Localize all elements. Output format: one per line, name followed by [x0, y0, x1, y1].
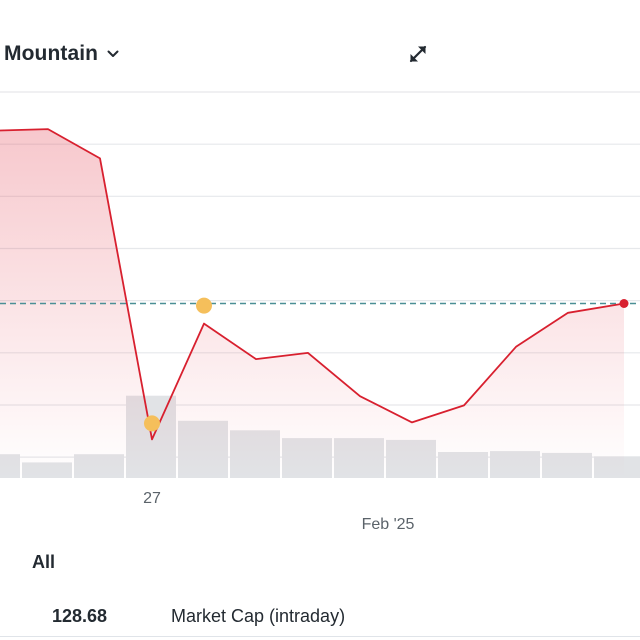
event-marker[interactable] — [196, 297, 212, 314]
divider — [0, 636, 640, 637]
chart-header: Mountain — [0, 36, 640, 72]
event-markers[interactable] — [144, 297, 212, 432]
expand-icon — [409, 45, 427, 63]
tab-all[interactable]: All — [32, 552, 56, 572]
x-tick-label: 27 — [143, 490, 161, 507]
timezone-label: Mountain — [4, 42, 99, 65]
chevron-down-icon — [107, 50, 119, 57]
timezone-selector[interactable]: Mountain — [4, 36, 120, 72]
event-marker[interactable] — [144, 415, 160, 432]
expand-chart-button[interactable] — [404, 40, 432, 68]
stat-row-market-cap: 128.68 Market Cap (intraday) — [0, 604, 640, 637]
price-line — [0, 128, 625, 441]
stat-value: 128.68 — [52, 606, 108, 626]
last-price-point — [619, 299, 629, 308]
stat-label: Market Cap (intraday) — [171, 606, 346, 626]
price-chart[interactable]: 27 Feb '25 — [0, 0, 640, 540]
x-axis-ticks: 27 Feb '25 — [143, 490, 414, 533]
x-tick-label: Feb '25 — [362, 516, 415, 533]
